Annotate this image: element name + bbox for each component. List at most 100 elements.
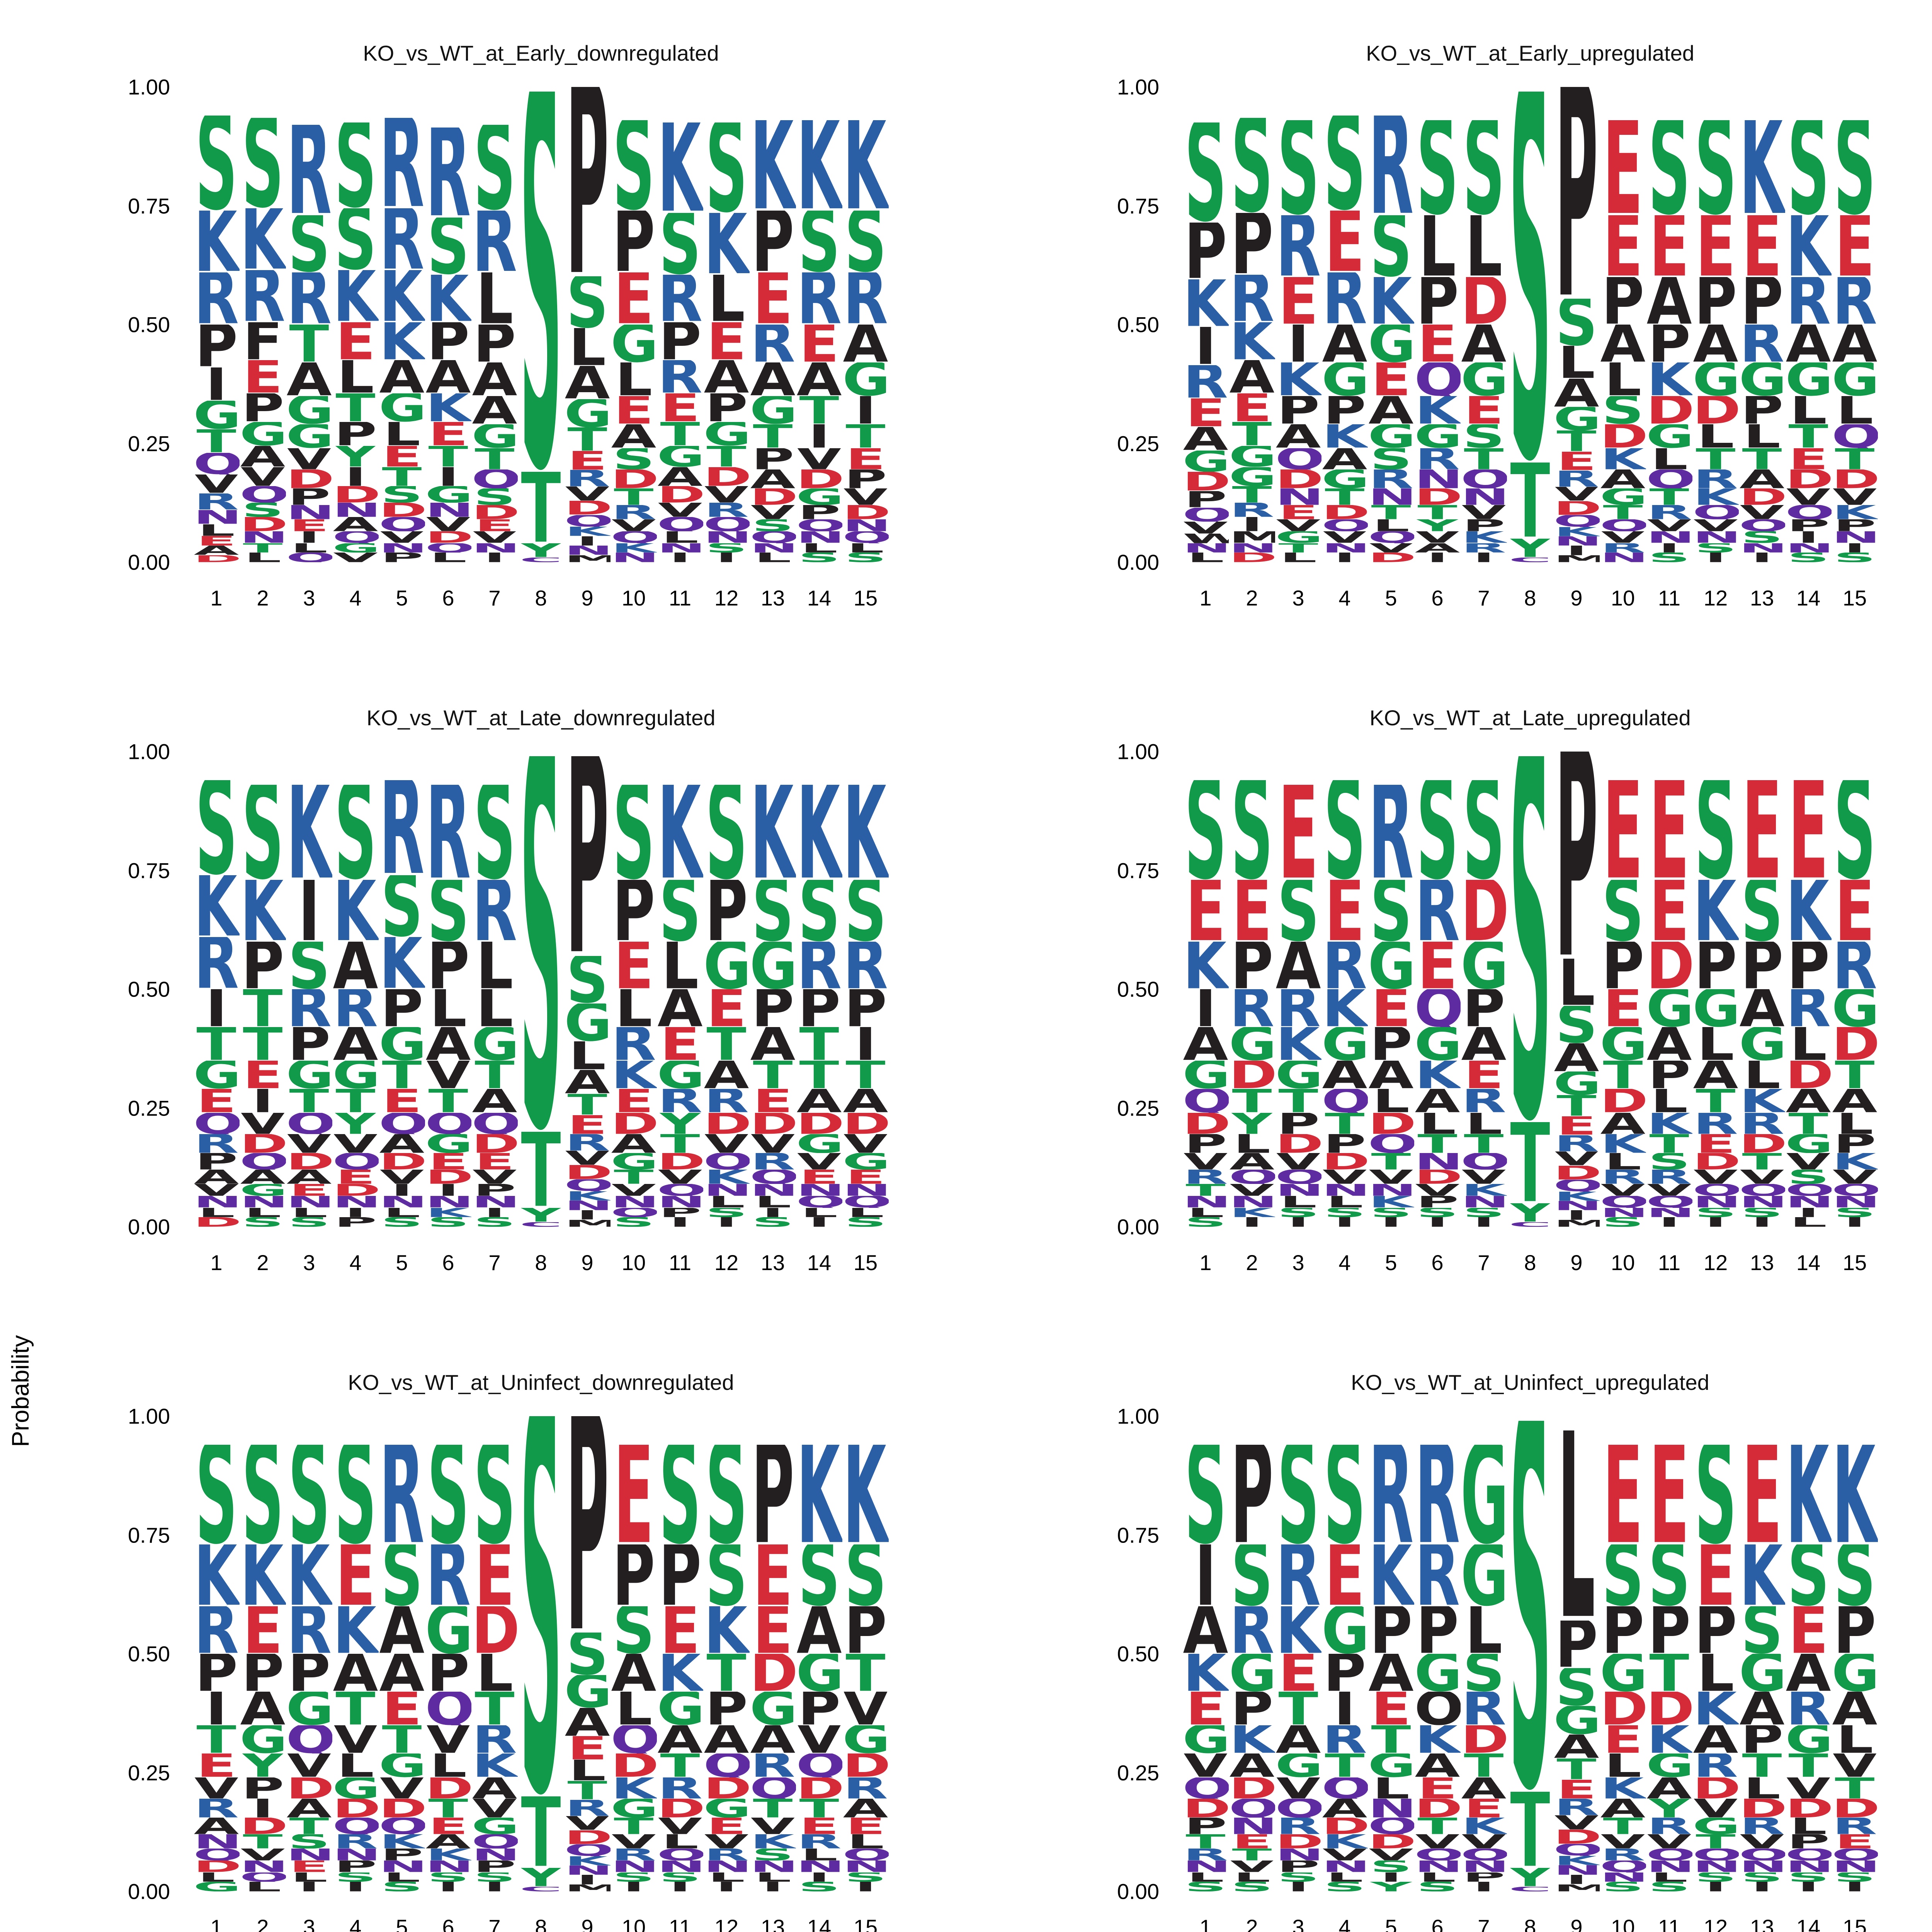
logo-letter: S [473, 1217, 516, 1227]
logo-letter: S [1741, 1606, 1783, 1654]
logo-letter: A [1276, 1725, 1321, 1754]
logo-letter: I [1704, 1882, 1727, 1891]
y-tick-label: 0.25 [1117, 431, 1159, 456]
logo-letter: E [1464, 396, 1504, 425]
logo-letter: I [205, 367, 228, 401]
logo-letter: G [564, 1675, 611, 1708]
logo-letter: G [1553, 1706, 1600, 1735]
logo-letter: L [1326, 1872, 1364, 1882]
logo-letter: D [471, 1134, 518, 1153]
logo-letter: P [334, 1861, 377, 1872]
logo-letter: A [333, 1027, 378, 1061]
logo-letter: N [1275, 1849, 1321, 1861]
logo-letter: G [425, 1134, 471, 1153]
logo-letter: T [1185, 1834, 1226, 1849]
logo-letter: A [379, 1654, 425, 1692]
logo-letter: P [1601, 277, 1645, 325]
logo-letter: R [1600, 1170, 1646, 1184]
logo-letter: T [243, 543, 283, 553]
x-tick-label: 4 [1338, 1250, 1351, 1275]
logo-letter: R [1600, 1849, 1646, 1861]
logo-letter: S [705, 1208, 748, 1218]
logo-letter: T [1835, 1060, 1875, 1089]
logo-letter: W [1182, 534, 1229, 543]
logo-letter: N [1182, 543, 1229, 553]
logo-letter: V [1554, 1815, 1599, 1830]
x-tick-label: 13 [760, 1250, 785, 1275]
logo-letter: G [240, 1725, 286, 1754]
logo-letter: A [1461, 325, 1507, 363]
logo-letter: D [1646, 1692, 1692, 1725]
logo-letter: V [1693, 1799, 1738, 1818]
logo-letter: N [1182, 1861, 1229, 1872]
logo-letter: R [843, 272, 888, 325]
logo-letter: I [1194, 1544, 1217, 1607]
logo-letter: E [382, 1089, 422, 1113]
logo-letter: S [334, 785, 377, 880]
logo-letter: E [335, 1170, 376, 1184]
logo-letter: S [1694, 780, 1737, 880]
x-tick-label: 7 [1478, 1250, 1490, 1275]
logo-letter: S [1231, 1544, 1273, 1607]
logo-letter: S [752, 1849, 794, 1861]
logo-letter: S [659, 1444, 701, 1545]
logo-letter: R [1415, 1544, 1460, 1607]
logo-column: SPRKAETGGTRIMND [1229, 87, 1275, 562]
logo-letter: S [1602, 1882, 1644, 1891]
logo-letter: T [289, 325, 329, 363]
logo-letter: A [796, 1606, 842, 1654]
y-tick-label: 0.50 [1117, 977, 1159, 1002]
logo-letter: E [289, 1184, 329, 1196]
logo-letter: Y [1509, 1867, 1551, 1887]
logo-letter: R [194, 1799, 239, 1818]
y-tick-label: 0.00 [1117, 550, 1159, 575]
x-tick-label: 6 [1431, 586, 1444, 610]
logo-letter: T [1417, 1134, 1458, 1153]
x-tick-label: 5 [1385, 586, 1397, 610]
logo-letter: P [1230, 1444, 1274, 1545]
logo-letter: L [568, 1760, 606, 1781]
logo-letter: K [657, 785, 703, 880]
logo-letter: K [565, 527, 610, 536]
logo-letter: S [1787, 1544, 1830, 1607]
logo-letter: T [1603, 1818, 1643, 1835]
logo-letter: C [519, 1886, 563, 1891]
logo-letter: K [1786, 215, 1831, 277]
logo-letter: I [1194, 989, 1217, 1027]
x-tick-label: 6 [1431, 1250, 1444, 1275]
logo-letter: G [703, 1799, 750, 1818]
logo-letter: A [565, 1070, 610, 1094]
x-tick-label: 3 [1292, 1915, 1304, 1932]
logo-letter: G [193, 1060, 240, 1089]
logo-letter: K [1554, 1855, 1599, 1866]
logo-letter: G [611, 1153, 657, 1170]
logo-letter: I [1797, 1208, 1820, 1218]
logo-letter: Y [1509, 1203, 1551, 1222]
logo-letter: N [1600, 553, 1646, 562]
logo-letter: S [427, 1217, 469, 1227]
logo-letter: I [1658, 543, 1680, 553]
logo-letter: A [333, 942, 378, 990]
logo-letter: E [1835, 215, 1875, 277]
logo-letter: I [205, 989, 228, 1027]
logo-letter: P [705, 1692, 748, 1725]
logo-letter: R [1832, 277, 1878, 325]
logo-letter: L [1558, 1430, 1595, 1621]
logo-letter: N [332, 1196, 379, 1208]
logo-letter: V [704, 1834, 749, 1849]
x-tick-label: 3 [303, 1915, 315, 1932]
logo-letter: G [471, 1027, 518, 1061]
logo-letter: N [332, 1849, 379, 1861]
logo-letter: N [657, 1861, 703, 1872]
logo-letter: G [1461, 1444, 1507, 1545]
logo-letter: R [286, 989, 332, 1027]
logo-letter: K [1276, 1027, 1321, 1061]
logo-letter: V [796, 1153, 842, 1170]
logo-letter: Q [332, 1153, 379, 1170]
